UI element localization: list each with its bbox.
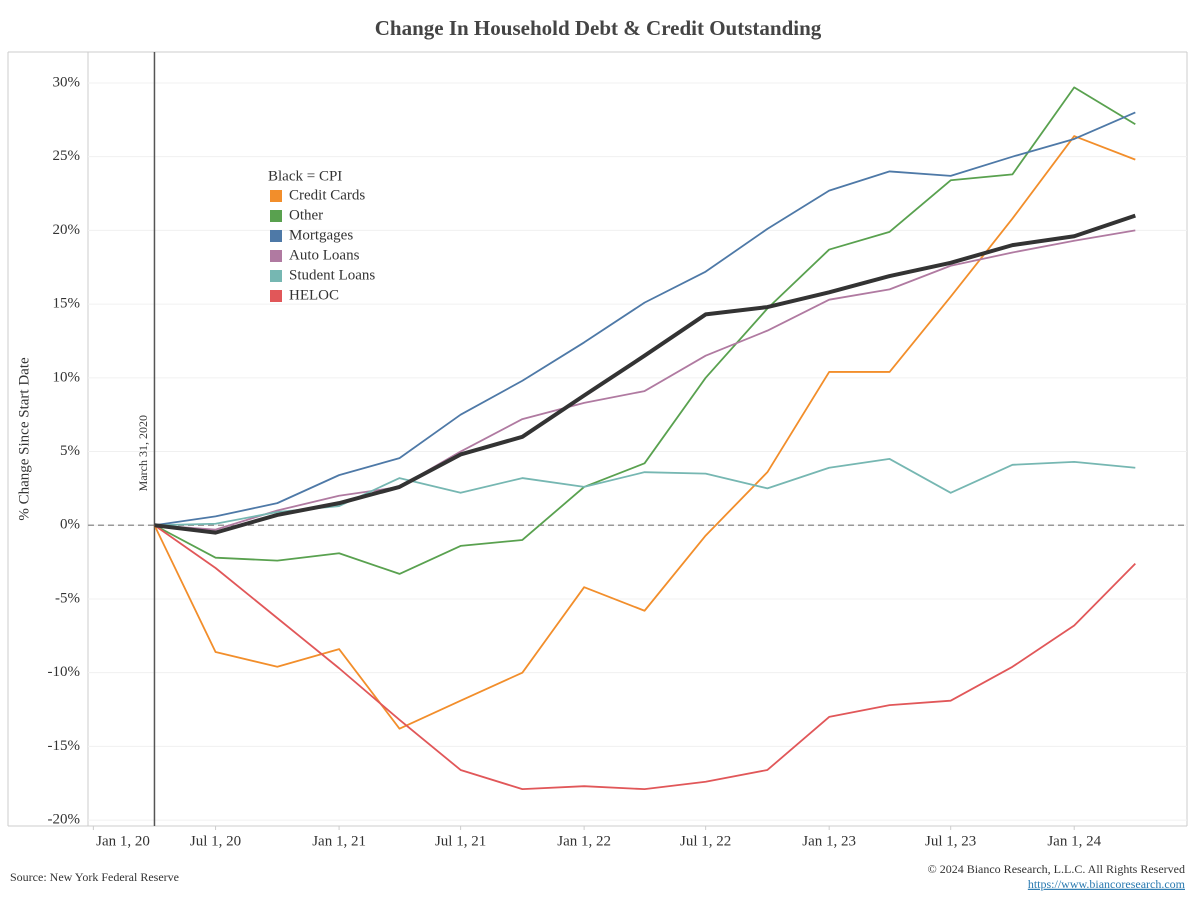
legend-label: Auto Loans <box>289 247 360 263</box>
legend-swatch <box>270 290 282 302</box>
y-tick-label: 10% <box>53 369 81 385</box>
legend-swatch <box>270 190 282 202</box>
y-tick-label: -10% <box>48 664 81 680</box>
legend-label: Other <box>289 207 323 223</box>
legend-label: Mortgages <box>289 227 353 243</box>
x-tick-label: Jul 1, 23 <box>925 833 976 849</box>
y-tick-label: 30% <box>53 74 81 90</box>
annotation: March 31, 2020 <box>136 415 150 491</box>
legend-label: Credit Cards <box>289 187 365 203</box>
x-tick-label: Jul 1, 21 <box>435 833 486 849</box>
legend-label: HELOC <box>289 287 339 303</box>
y-axis-label: % Change Since Start Date <box>16 357 32 521</box>
x-tick-label: Jan 1, 23 <box>802 833 856 849</box>
url[interactable]: https://www.biancoresearch.com <box>1028 877 1186 891</box>
legend-swatch <box>270 270 282 282</box>
y-tick-label: 5% <box>60 443 80 459</box>
y-tick-label: 0% <box>60 517 80 533</box>
series-line <box>154 111 1136 527</box>
y-tick-label: 25% <box>53 148 81 164</box>
legend-swatch <box>270 230 282 242</box>
x-tick-label: Jan 1, 20 <box>96 833 150 849</box>
series-line <box>154 229 1136 531</box>
y-tick-label: -20% <box>48 812 81 828</box>
x-tick-label: Jul 1, 20 <box>190 833 241 849</box>
series-line <box>154 86 1136 575</box>
series-line <box>153 524 1136 791</box>
x-tick-label: Jan 1, 22 <box>557 833 611 849</box>
y-tick-label: 20% <box>53 222 81 238</box>
x-tick-label: Jan 1, 24 <box>1047 833 1101 849</box>
chart-title: Change In Household Debt & Credit Outsta… <box>375 16 822 40</box>
legend-title: Black = CPI <box>268 168 342 184</box>
y-tick-label: -15% <box>48 738 81 754</box>
copyright: © 2024 Bianco Research, L.L.C. All Right… <box>928 862 1185 876</box>
y-tick-label: 15% <box>53 296 81 312</box>
x-tick-label: Jul 1, 22 <box>680 833 731 849</box>
legend-swatch <box>270 210 282 222</box>
legend-swatch <box>270 250 282 262</box>
y-tick-label: -5% <box>55 590 80 606</box>
legend-label: Student Loans <box>289 267 375 283</box>
x-tick-label: Jan 1, 21 <box>312 833 366 849</box>
source: Source: New York Federal Reserve <box>10 870 179 884</box>
series-line <box>154 213 1136 535</box>
series-line <box>153 135 1136 730</box>
